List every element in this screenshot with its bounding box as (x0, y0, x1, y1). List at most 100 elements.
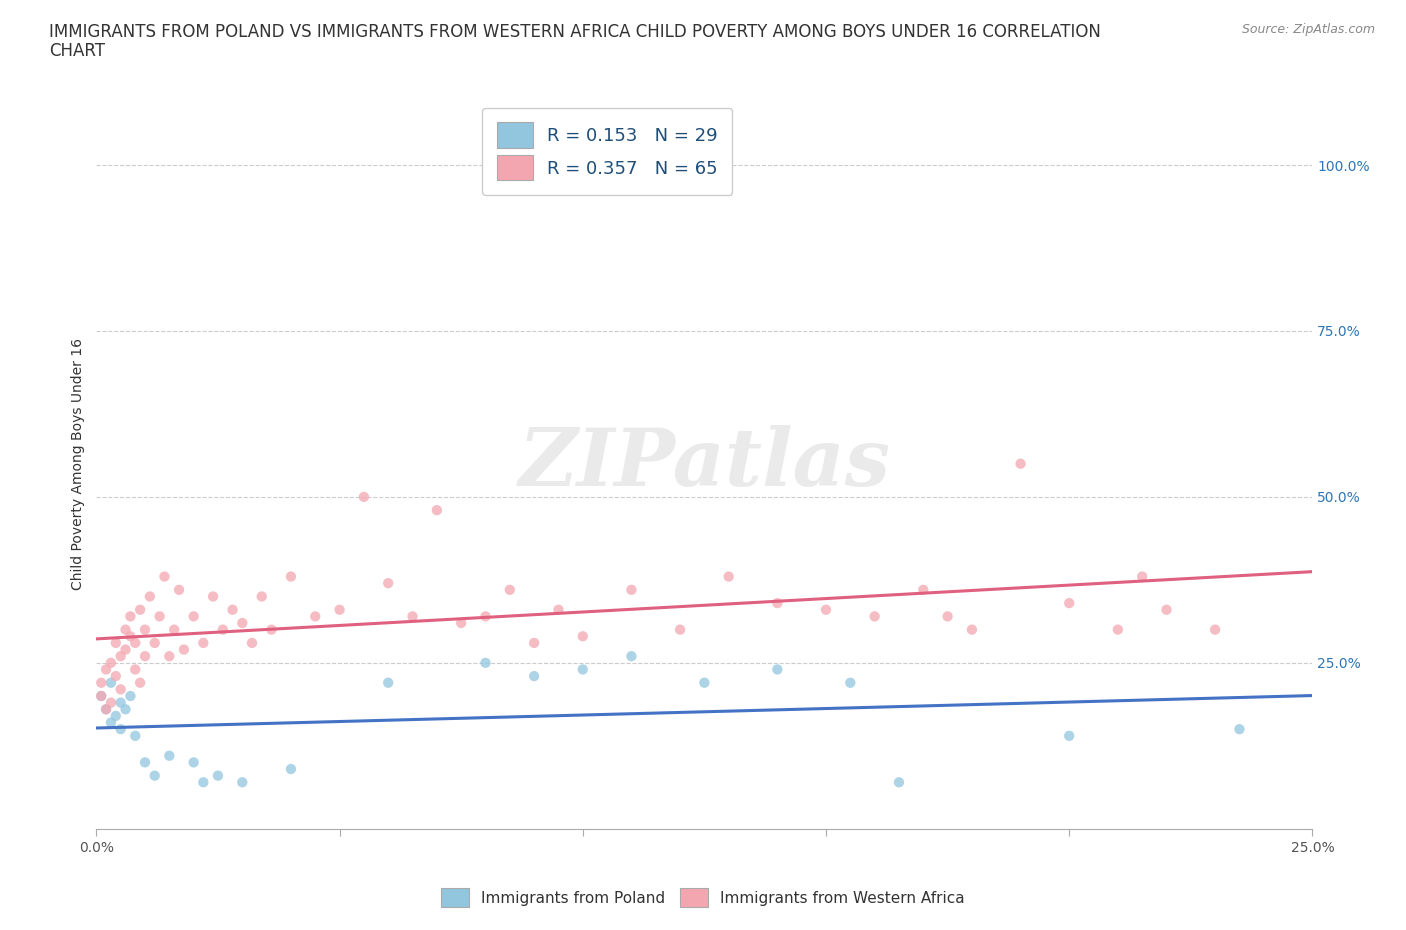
Point (1229, 722, 1251, 737)
Point (260, 622, 283, 637)
Text: CHART: CHART (49, 42, 105, 60)
Point (523, 635, 546, 650)
Point (221, 603, 243, 618)
Text: Source: ZipAtlas.com: Source: ZipAtlas.com (1241, 23, 1375, 36)
Point (173, 642, 195, 657)
Point (814, 603, 837, 618)
Point (207, 768, 229, 783)
Point (193, 775, 215, 790)
Point (139, 589, 162, 604)
Point (329, 603, 352, 618)
Point (104, 669, 127, 684)
Point (183, 755, 205, 770)
Point (250, 589, 273, 604)
Point (523, 669, 546, 684)
Point (129, 675, 152, 690)
Point (149, 609, 172, 624)
Point (1204, 622, 1226, 637)
Point (143, 635, 166, 650)
Point (620, 582, 643, 597)
Point (193, 635, 215, 650)
Point (94, 662, 117, 677)
Point (120, 688, 142, 703)
Point (202, 589, 225, 604)
Point (766, 595, 789, 610)
Point (90, 688, 112, 703)
Point (211, 622, 233, 637)
Point (134, 755, 156, 770)
Point (1107, 622, 1129, 637)
Point (120, 609, 142, 624)
Point (1010, 457, 1032, 472)
Point (110, 682, 132, 697)
Point (353, 489, 375, 504)
Point (104, 635, 127, 650)
Point (571, 662, 593, 677)
Point (134, 622, 156, 637)
Point (887, 775, 910, 790)
Text: IMMIGRANTS FROM POLAND VS IMMIGRANTS FROM WESTERN AFRICA CHILD POVERTY AMONG BOY: IMMIGRANTS FROM POLAND VS IMMIGRANTS FRO… (49, 23, 1101, 41)
Point (110, 649, 132, 664)
Point (143, 768, 166, 783)
Point (401, 609, 423, 624)
Point (124, 635, 146, 650)
Point (94, 702, 117, 717)
Point (474, 609, 496, 624)
Point (839, 675, 862, 690)
Point (114, 642, 136, 657)
Point (157, 649, 180, 664)
Point (167, 582, 190, 597)
Text: ZIPatlas: ZIPatlas (519, 425, 890, 502)
Point (669, 622, 692, 637)
Legend: R = 0.153   N = 29, R = 0.357   N = 65: R = 0.153 N = 29, R = 0.357 N = 65 (482, 108, 733, 195)
Point (280, 569, 302, 584)
Point (620, 649, 643, 664)
Point (157, 749, 180, 764)
Point (863, 609, 886, 624)
Point (231, 775, 253, 790)
Point (134, 649, 156, 664)
Point (114, 622, 136, 637)
Point (104, 709, 127, 724)
Point (1130, 569, 1153, 584)
Point (94, 702, 117, 717)
Point (231, 616, 253, 631)
Point (100, 675, 122, 690)
Y-axis label: Child Poverty Among Boys Under 16: Child Poverty Among Boys Under 16 (72, 338, 86, 590)
Point (1057, 595, 1080, 610)
Point (304, 609, 326, 624)
Point (100, 715, 122, 730)
Point (129, 603, 152, 618)
Point (377, 675, 399, 690)
Point (1057, 728, 1080, 743)
Point (426, 503, 449, 518)
Point (153, 569, 176, 584)
Point (100, 696, 122, 711)
Point (120, 629, 142, 644)
Point (124, 662, 146, 677)
Point (90, 688, 112, 703)
Point (280, 762, 302, 777)
Point (124, 728, 146, 743)
Point (90, 675, 112, 690)
Point (547, 603, 569, 618)
Point (163, 622, 186, 637)
Point (474, 656, 496, 671)
Point (240, 635, 263, 650)
Point (114, 702, 136, 717)
Point (499, 582, 522, 597)
Point (1156, 603, 1178, 618)
Point (571, 629, 593, 644)
Point (912, 582, 935, 597)
Legend: Immigrants from Poland, Immigrants from Western Africa: Immigrants from Poland, Immigrants from … (434, 883, 972, 913)
Point (450, 616, 472, 631)
Point (110, 722, 132, 737)
Point (377, 576, 399, 591)
Point (936, 609, 959, 624)
Point (110, 696, 132, 711)
Point (183, 609, 205, 624)
Point (766, 662, 789, 677)
Point (100, 656, 122, 671)
Point (717, 569, 740, 584)
Point (960, 622, 983, 637)
